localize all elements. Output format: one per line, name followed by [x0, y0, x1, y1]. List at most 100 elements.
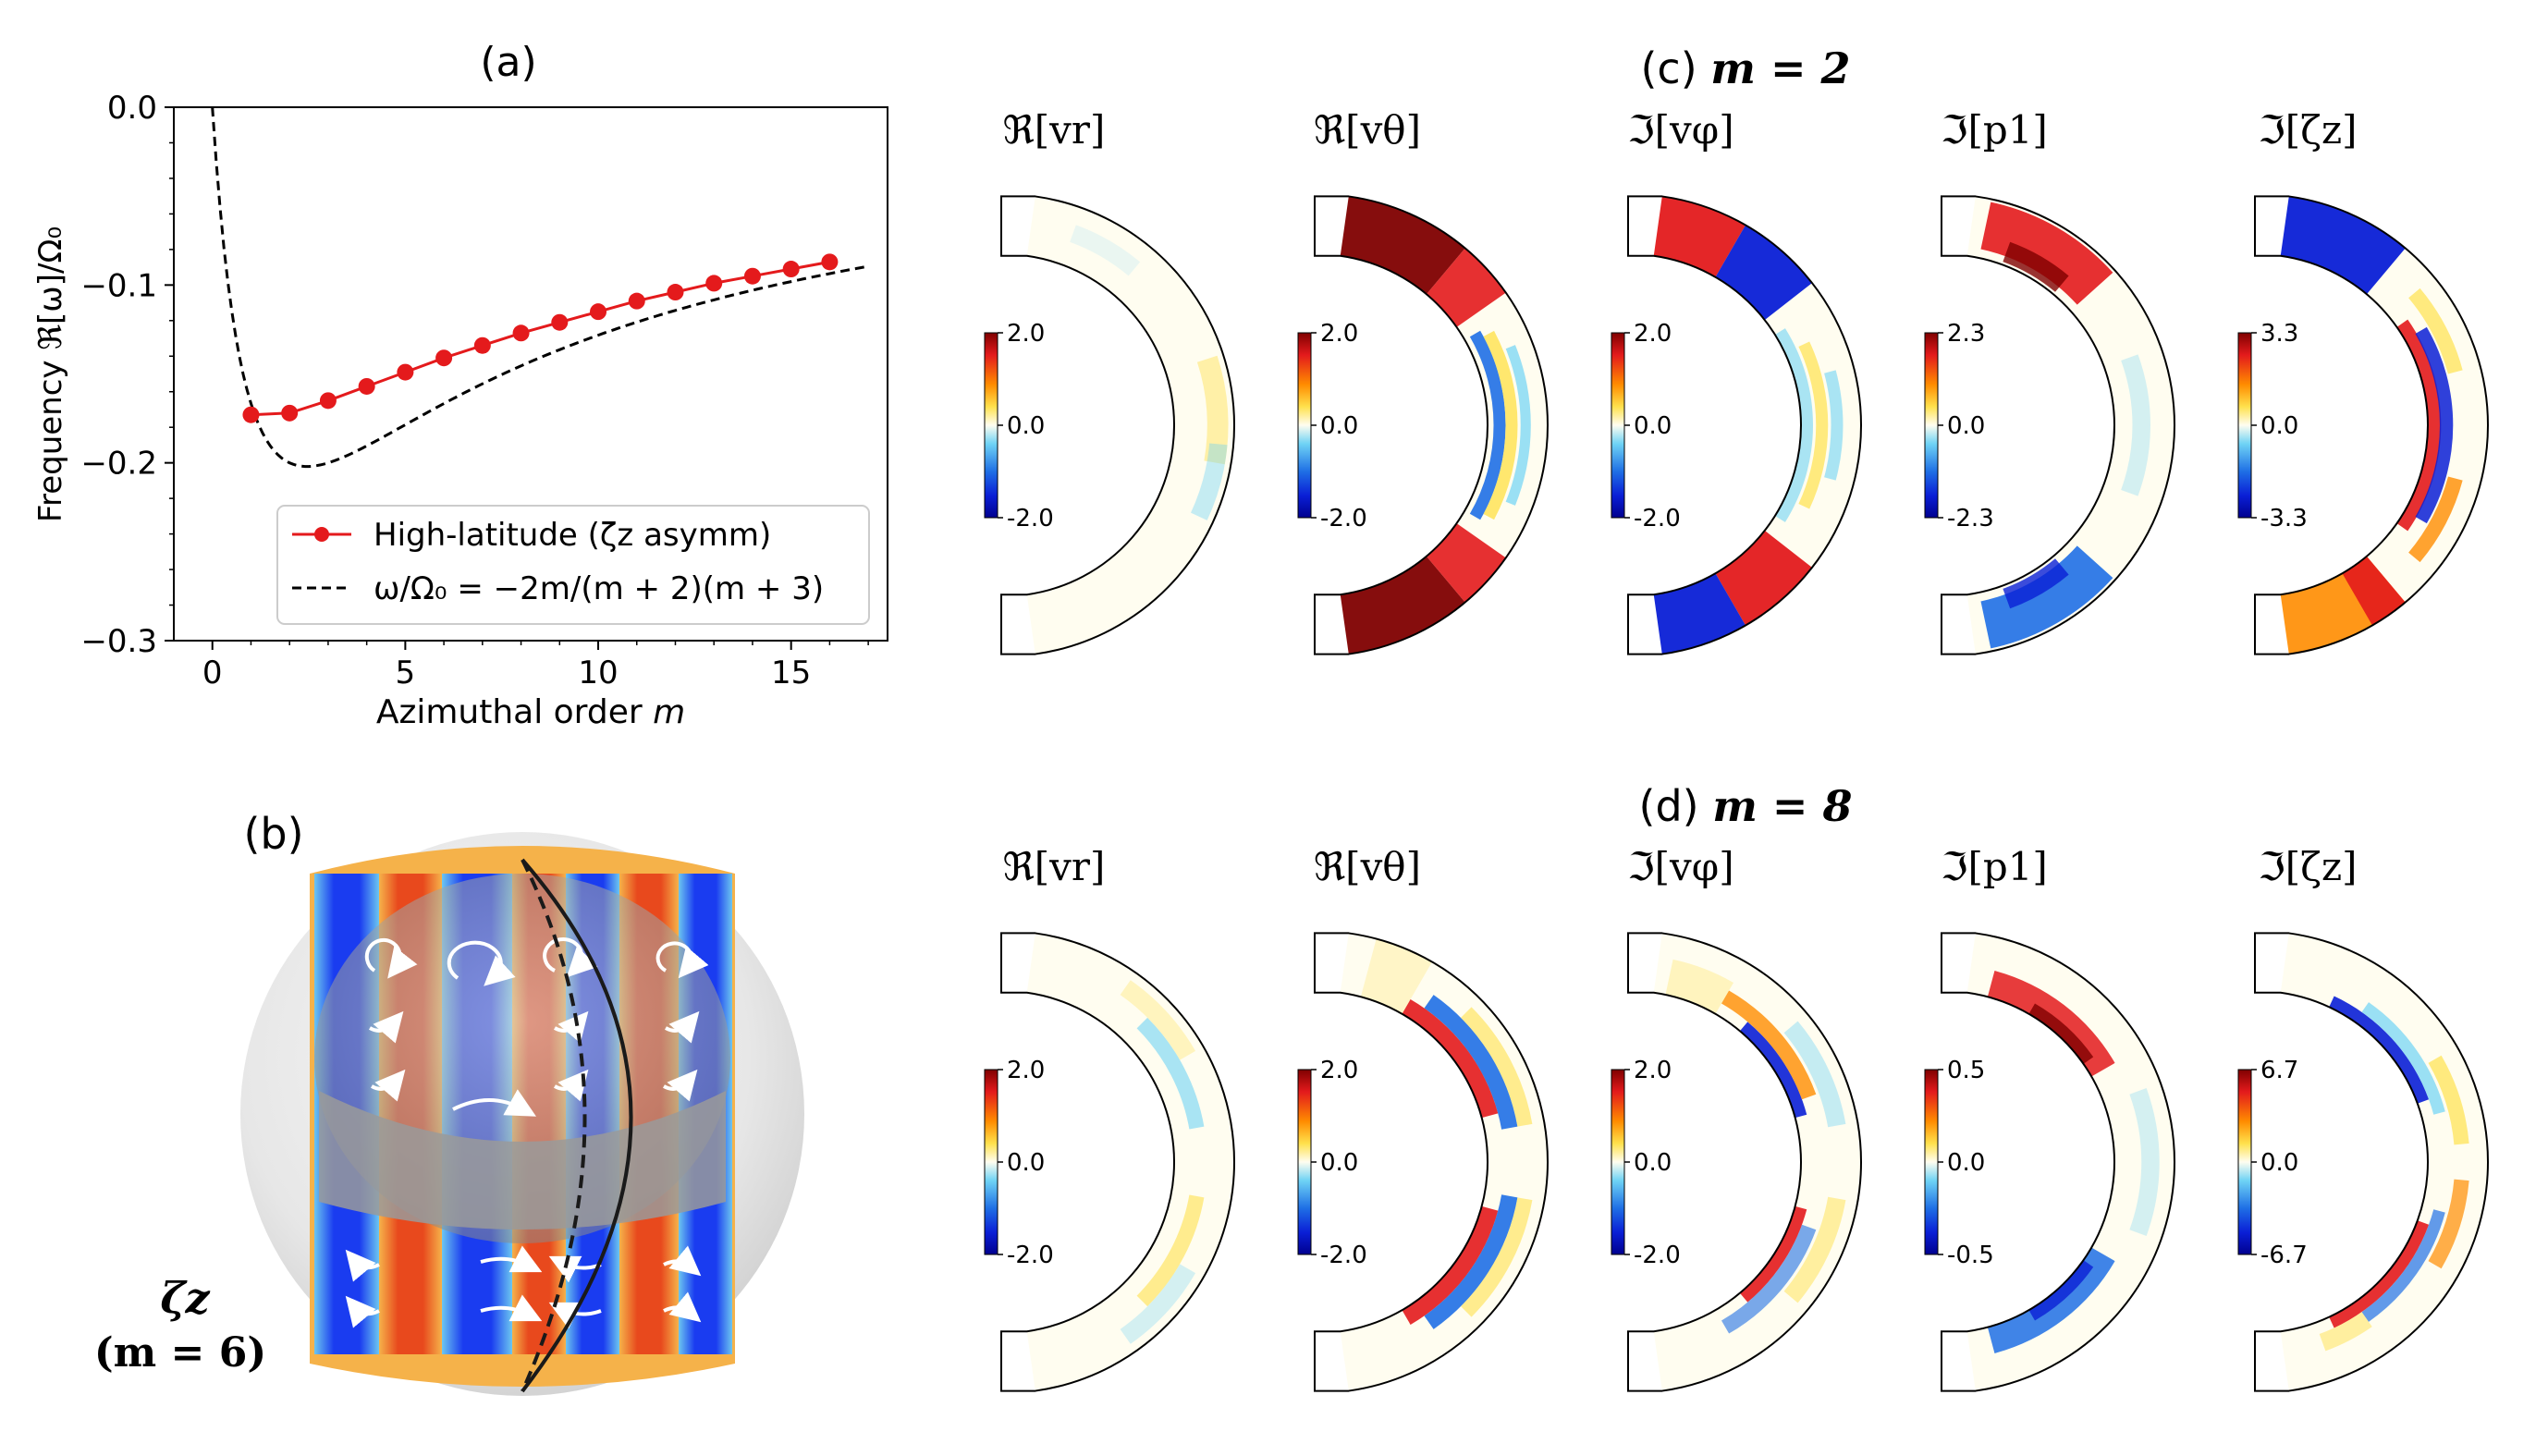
field-blob-d-2-3: [1721, 1224, 1817, 1334]
colorbar-label-d-4-2: -6.7: [2260, 1242, 2308, 1269]
panel-a-xlabel-text: Azimuthal order: [376, 693, 653, 731]
field-blob-d-2-4: [1783, 1021, 1846, 1128]
field-blob-c-2-3: [1653, 573, 1746, 655]
colorbar-label-c-3-0: 2.3: [1947, 320, 1985, 348]
colorbar-d-0: [984, 1069, 998, 1255]
colorbar-label-c-3-1: 0.0: [1947, 412, 1985, 440]
field-blob-d-4-1: [2329, 1220, 2430, 1328]
high-latitude-point: [435, 349, 453, 367]
legend-box: [276, 505, 870, 625]
colorbar-d-3: [1924, 1069, 1939, 1255]
arrow-loop-4: [655, 941, 709, 979]
legend-marker-high-latitude: [314, 527, 329, 542]
panel-a-series-group: [242, 253, 839, 423]
panel-a-ytick-label: 0.0: [107, 90, 157, 127]
arrow-13: [548, 1302, 602, 1329]
shell-c-0: [1026, 196, 1235, 655]
field-blob-c-4-0: [2280, 196, 2406, 295]
colorbar-label-d-1-2: -2.0: [1320, 1242, 1367, 1269]
colorbar-label-d-3-1: 0.0: [1947, 1149, 1985, 1177]
field-blob-c-3-4: [2121, 354, 2151, 496]
field-blob-d-3-4: [2129, 1088, 2160, 1236]
field-title-c-3: ℑ[p1]: [1941, 107, 2048, 153]
arrow-4: [554, 1069, 589, 1102]
shell-outline-d-1: [1314, 932, 1549, 1392]
arrow-loop-1: [364, 937, 418, 979]
field-title-d-1: ℜ[vθ]: [1314, 844, 1421, 889]
shell-outline-d-0: [1000, 932, 1235, 1392]
high-latitude-point: [512, 324, 530, 342]
high-latitude-point: [667, 284, 684, 301]
colorbar-label-d-2-1: 0.0: [1634, 1149, 1672, 1177]
arrow-2: [371, 1069, 406, 1102]
shell-outline-c-0: [1000, 195, 1235, 655]
field-blob-d-3-1: [2028, 1003, 2094, 1064]
field-title-c-1: ℜ[vθ]: [1314, 107, 1421, 153]
field-blob-c-2-6: [1824, 370, 1844, 481]
field-blob-d-1-3: [1424, 1194, 1518, 1329]
high-latitude-point: [782, 261, 800, 278]
panel-a-legend: High-latitude (ζz asymm) ω/Ω₀ = −2m/(m +…: [276, 505, 870, 625]
field-blob-c-4-4: [2415, 326, 2454, 524]
field-title-d-0: ℜ[vr]: [1003, 844, 1106, 889]
field-blob-d-1-6: [1360, 938, 1432, 1014]
high-latitude-point: [551, 313, 569, 331]
field-blob-c-2-1: [1715, 225, 1813, 321]
panel-a-ytick-label: −0.3: [80, 623, 157, 660]
shell-outline-d-4: [2254, 932, 2489, 1392]
field-blob-c-0-2: [1070, 225, 1141, 276]
shell-outline-c-4: [2254, 195, 2489, 655]
panel-c-title: (c) m = 2: [1640, 43, 1850, 93]
colorbar-label-d-4-1: 0.0: [2260, 1149, 2298, 1177]
panel-a-xlabel-var: m: [653, 693, 685, 731]
panel-b-caption-var: ζz: [160, 1273, 210, 1323]
arrow-10: [480, 1245, 543, 1273]
high-latitude-point: [743, 267, 761, 285]
panel-a-xtick-label: 15: [771, 655, 811, 691]
shell-c-3: [1966, 196, 2175, 655]
colorbar-label-c-4-1: 0.0: [2260, 412, 2298, 440]
panel-c-heatmaps: (c) m = 2 ℜ[vr] 2.0 0.0 -2.0 ℜ[vθ] 2.0 0.0 -2.0…: [984, 43, 2489, 655]
panel-d-title: (d) m = 8: [1639, 781, 1853, 831]
field-blob-c-4-6: [2408, 476, 2463, 563]
panel-d-heatmaps: (d) m = 8 ℜ[vr] 2.0 0.0 -2.0 ℜ[vθ] 2.0 0.0 -2.0…: [984, 781, 2489, 1392]
field-blob-d-2-2: [1721, 990, 1817, 1100]
field-blob-d-0-0: [1136, 1017, 1205, 1130]
circulation-arrows: [345, 937, 709, 1329]
shell-c-1: [1340, 196, 1549, 655]
arrow-1: [369, 1010, 404, 1044]
shell-d-0: [1026, 933, 1235, 1391]
shell-d-3: [1966, 933, 2175, 1391]
colorbar-label-d-3-0: 0.5: [1947, 1057, 1985, 1084]
panel-a-ylabel: Frequency ℜ[ω]/Ω₀: [32, 226, 69, 522]
high-latitude-point: [473, 336, 491, 354]
panel-a-ytick-label: −0.1: [80, 267, 157, 304]
field-blob-d-3-3: [2028, 1260, 2094, 1321]
arrow-11: [480, 1294, 543, 1322]
legend-label-high-latitude: High-latitude (ζz asymm): [374, 517, 771, 554]
field-blob-d-4-0: [2329, 996, 2430, 1104]
panel-b-3d-illustration: (b): [94, 809, 804, 1396]
colorbar-label-c-2-2: -2.0: [1634, 505, 1681, 532]
shell-d-2: [1653, 933, 1862, 1391]
panel-a-line-chart: (a) 0 5 10 15 0.0 −0.1 −0.2 −0.3 Frequency ℜ[ω]…: [32, 39, 888, 731]
high-latitude-line: [251, 260, 830, 417]
field-blob-d-0-3: [1120, 1264, 1196, 1344]
inner-sphere-equator-band: [319, 1091, 726, 1230]
colorbar-label-d-2-2: -2.0: [1634, 1242, 1681, 1269]
shell-outline-d-2: [1627, 932, 1862, 1392]
colorbar-label-d-0-1: 0.0: [1007, 1149, 1045, 1177]
panel-b-caption-mode: (m = 6): [94, 1329, 266, 1376]
field-title-c-0: ℜ[vr]: [1003, 107, 1106, 153]
field-blob-c-1-2: [1426, 248, 1506, 327]
colorbar-d-1: [1297, 1069, 1312, 1255]
field-blob-d-0-2: [1120, 980, 1196, 1060]
colorbar-label-c-0-2: -2.0: [1007, 505, 1054, 532]
field-blob-d-4-4: [2428, 1055, 2469, 1145]
colorbar-c-2: [1611, 332, 1625, 519]
field-blob-c-4-2: [2342, 556, 2406, 626]
field-blob-c-1-3: [1426, 523, 1506, 603]
colorbar-c-0: [984, 332, 998, 519]
colorbar-label-c-1-1: 0.0: [1320, 412, 1358, 440]
